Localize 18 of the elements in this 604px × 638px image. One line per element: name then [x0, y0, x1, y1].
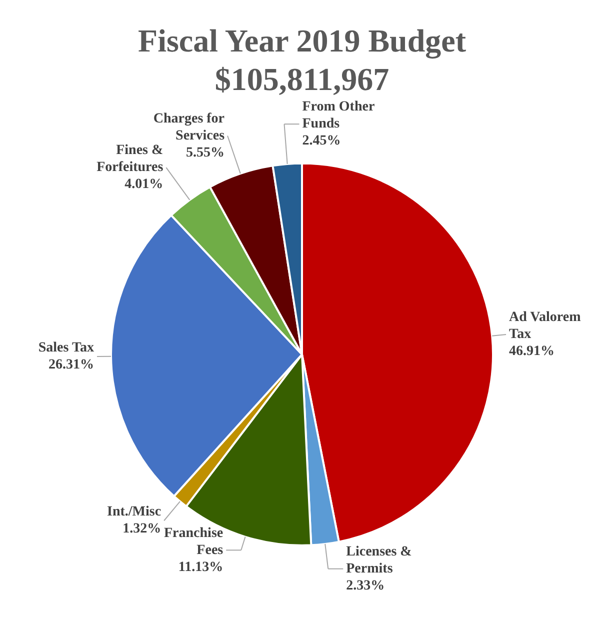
slice-label: Charges for Services: [153, 111, 226, 144]
chart-subtitle: $105,811,967: [214, 60, 390, 97]
data-label: 2.33%: [346, 578, 385, 594]
slice-label: Ad Valorem Tax: [509, 310, 582, 342]
data-label: 46.91%: [509, 344, 555, 360]
slice-label: Franchise Fees: [164, 526, 224, 558]
data-label: 11.13%: [178, 560, 224, 575]
data-label: 2.45%: [302, 134, 341, 149]
slice-label: Sales Tax: [38, 340, 94, 356]
data-label: 1.32%: [122, 522, 162, 537]
data-label: 5.55%: [186, 145, 225, 160]
slice-label: Fines & Forfeitures: [96, 143, 164, 176]
chart-title: Fiscal Year 2019 Budget: [138, 22, 466, 60]
slice-label: Licenses & Permits: [346, 544, 412, 576]
slice-label: Int./Misc: [107, 504, 162, 520]
data-label: 26.31%: [48, 358, 94, 373]
data-label: 4.01%: [124, 177, 164, 192]
slice-label: From Other Funds: [302, 100, 375, 132]
